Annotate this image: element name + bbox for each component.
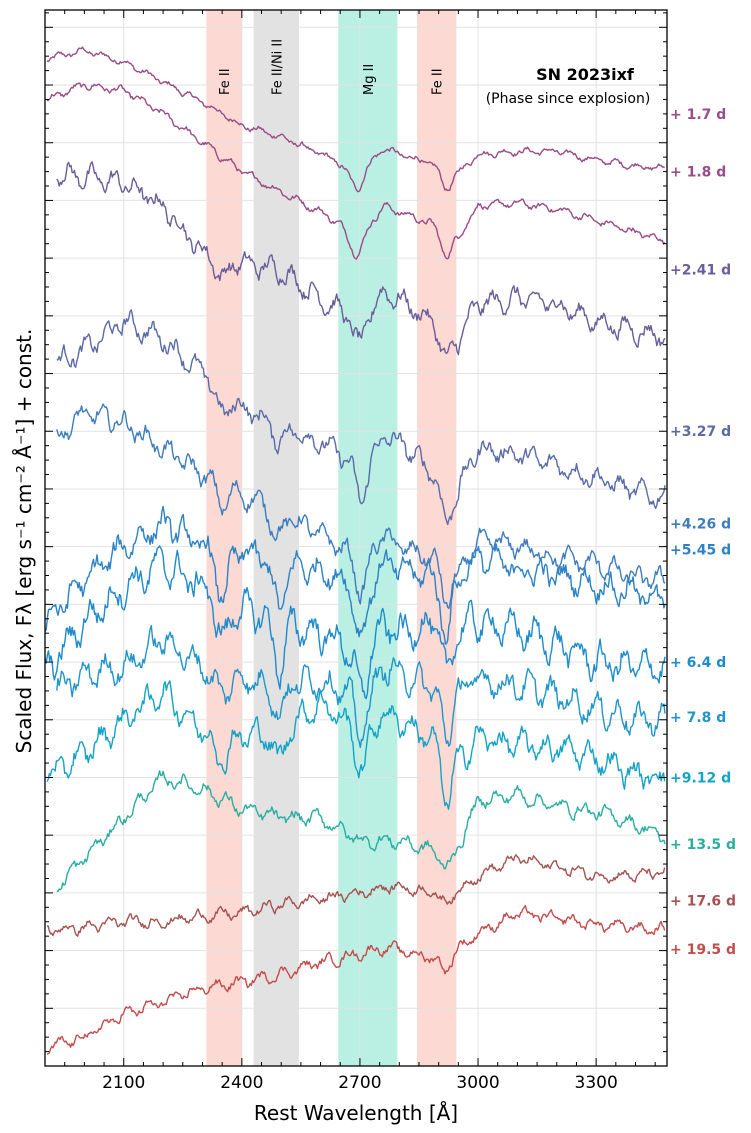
series-line-6 [44,545,666,700]
chart-title: SN 2023ixf [536,65,635,84]
x-tick-label-2: 2700 [338,1073,381,1093]
phase-label-10: + 17.6 d [670,893,736,909]
series-line-5 [44,505,666,645]
series-line-11 [46,905,666,1055]
band-label-1: Fe II/Ni II [270,39,285,95]
series-line-0 [46,46,666,193]
spectra-series [44,46,666,1055]
series-line-4 [56,403,666,610]
band-label-0: Fe II [218,68,233,95]
series-line-8 [46,680,666,810]
phase-label-6: + 6.4 d [670,655,726,671]
x-axis-label: Rest Wavelength [Å] [254,1101,458,1125]
x-tick-label-3: 3000 [456,1073,499,1093]
series-line-1 [46,82,666,260]
x-tick-labels: 2100 2400 2700 3000 3300 [102,1073,618,1093]
series-line-3 [56,309,666,526]
x-tick-label-0: 2100 [102,1073,145,1093]
band-3 [417,10,457,1066]
band-0 [206,10,242,1066]
band-label-3: Fe II [431,68,446,95]
axis-ticks [45,10,667,1067]
phase-label-5: +5.45 d [670,543,731,559]
phase-label-8: +9.12 d [670,770,731,786]
phase-label-4: +4.26 d [670,517,731,533]
phase-label-11: + 19.5 d [670,942,736,958]
chart-subtitle: (Phase since explosion) [486,91,651,107]
phase-label-0: + 1.7 d [670,107,726,123]
x-tick-label-1: 2400 [220,1073,263,1093]
series-line-2 [56,161,666,356]
phase-label-7: + 7.8 d [670,710,726,726]
x-tick-label-4: 3300 [575,1073,618,1093]
series-line-10 [46,854,666,937]
series-line-7 [56,625,666,749]
phase-label-2: +2.41 d [670,263,731,279]
y-axis-label: Scaled Flux, Fλ [erg s⁻¹ cm⁻² Å⁻¹] + con… [12,329,36,754]
phase-labels: + 1.7 d + 1.8 d +2.41 d +3.27 d +4.26 d +5.45… [670,107,736,958]
phase-label-1: + 1.8 d [670,165,726,181]
series-line-9 [56,770,666,892]
phase-label-3: +3.27 d [670,424,731,440]
plot-frame [44,9,668,1067]
phase-label-9: + 13.5 d [670,837,736,853]
band-label-2: Mg II [362,64,377,95]
band-labels: Fe II Fe II/Ni II Mg II Fe II [218,39,446,95]
